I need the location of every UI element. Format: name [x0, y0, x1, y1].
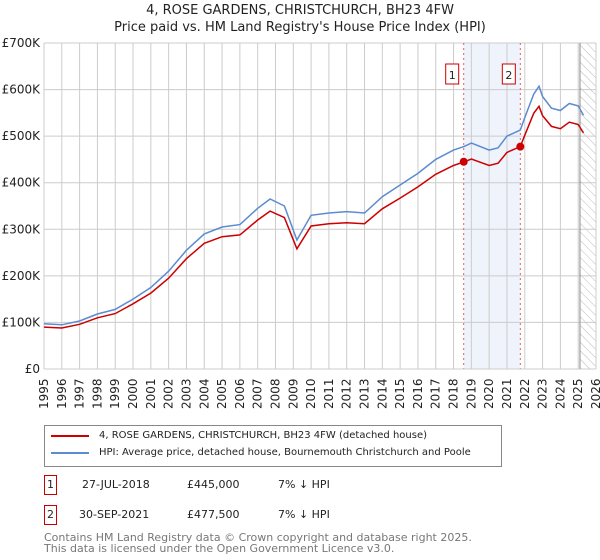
sale-marker-box	[445, 63, 460, 85]
y-tick-label: £500K	[2, 129, 42, 143]
x-tick-label: 2015	[393, 378, 407, 409]
sale-marker-label: 1	[449, 69, 456, 82]
hpi-line	[43, 84, 585, 326]
sale-marker-box	[501, 63, 516, 85]
sale-point	[516, 142, 525, 151]
sale-date: 30-SEP-2021	[79, 508, 150, 521]
sale-price: £477,500	[187, 508, 240, 521]
x-tick-label: 1995	[37, 378, 51, 409]
x-tick-label: 2006	[233, 378, 247, 409]
x-tick-label: 2011	[322, 378, 336, 409]
x-tick-label: 2007	[251, 378, 265, 409]
legend-label-property: 4, ROSE GARDENS, CHRISTCHURCH, BH23 4FW …	[99, 430, 428, 441]
x-tick-label: 2013	[358, 378, 372, 409]
legend: 4, ROSE GARDENS, CHRISTCHURCH, BH23 4FW …	[44, 425, 502, 467]
legend-label-hpi: HPI: Average price, detached house, Bour…	[99, 447, 471, 458]
y-tick-label: £400K	[2, 176, 42, 190]
x-tick-label: 2002	[162, 378, 176, 409]
x-tick-label: 2012	[340, 378, 354, 409]
y-tick-label: £0	[25, 362, 40, 376]
y-tick-label: £600K	[2, 83, 42, 97]
footer-copyright: Contains HM Land Registry data © Crown c…	[44, 531, 472, 544]
x-tick-label: 2000	[126, 378, 140, 409]
forecast-hatch	[579, 43, 596, 369]
y-tick-label: £200K	[2, 269, 42, 283]
x-tick-label: 2026	[589, 378, 600, 409]
property-price-line	[43, 104, 585, 329]
plot-area: 1995 1996 1997 1998 1999 2000 2001 2002 2003 2004…	[2, 36, 600, 409]
x-tick-label: 2005	[215, 378, 229, 409]
x-tick-label: 2016	[411, 378, 425, 409]
x-tick-label: 2017	[429, 378, 443, 409]
sale-hpi-diff: 7% ↓ HPI	[278, 508, 330, 521]
sale-date: 27-JUL-2018	[82, 478, 150, 491]
y-tick-label: £300K	[2, 222, 42, 236]
x-tick-label: 2025	[571, 378, 585, 409]
sale-marker-badge: 1	[44, 475, 57, 495]
x-tick-label: 1997	[73, 378, 87, 409]
sale-marker-label: 2	[505, 69, 512, 82]
y-tick-label: £100K	[2, 315, 42, 329]
x-tick-label: 2021	[500, 378, 514, 409]
x-tick-label: 2003	[179, 378, 193, 409]
sale-marker-badge: 2	[44, 505, 57, 525]
x-tick-label: 2019	[464, 378, 478, 409]
sale-period-shading	[463, 43, 521, 369]
x-tick-label: 2001	[144, 378, 158, 409]
sale-price: £445,000	[187, 478, 240, 491]
x-tick-label: 2008	[268, 378, 282, 409]
x-tick-label: 2009	[286, 378, 300, 409]
chart-subtitle: Price paid vs. HM Land Registry's House …	[114, 20, 486, 35]
x-tick-label: 1999	[108, 378, 122, 409]
legend-swatch-hpi	[51, 451, 89, 454]
legend-swatch-property	[51, 434, 89, 437]
sale-point	[459, 157, 468, 166]
x-tick-label: 1996	[55, 378, 69, 409]
x-tick-label: 2004	[197, 378, 211, 409]
x-tick-label: 2024	[553, 378, 567, 409]
footer-licence: This data is licensed under the Open Gov…	[44, 542, 395, 555]
x-tick-label: 1998	[90, 378, 104, 409]
x-tick-label: 2014	[375, 378, 389, 409]
x-tick-label: 2018	[447, 378, 461, 409]
y-tick-label: £700K	[2, 36, 42, 50]
x-tick-label: 2010	[304, 378, 318, 409]
footer: Contains HM Land Registry data © Crown c…	[44, 532, 472, 554]
sale-hpi-diff: 7% ↓ HPI	[278, 478, 330, 491]
chart-title: 4, ROSE GARDENS, CHRISTCHURCH, BH23 4FW	[146, 3, 454, 18]
x-tick-label: 2023	[536, 378, 550, 409]
x-tick-label: 2022	[518, 378, 532, 409]
x-tick-label: 2020	[482, 378, 496, 409]
